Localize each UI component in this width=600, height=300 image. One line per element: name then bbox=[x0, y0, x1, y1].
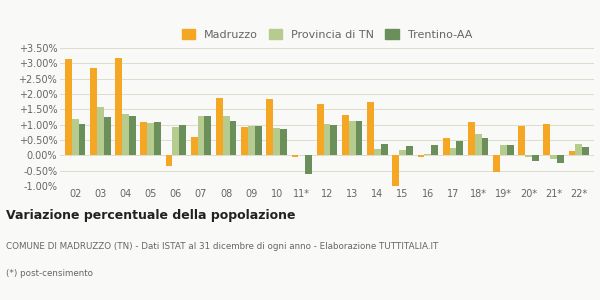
Bar bbox=[468, 122, 475, 155]
Bar bbox=[197, 116, 205, 155]
Bar bbox=[305, 155, 312, 174]
Text: Variazione percentuale della popolazione: Variazione percentuale della popolazione bbox=[6, 209, 296, 222]
Bar bbox=[65, 59, 72, 155]
Bar bbox=[273, 128, 280, 155]
Bar bbox=[216, 98, 223, 155]
Bar bbox=[457, 141, 463, 155]
Bar bbox=[172, 127, 179, 155]
Bar bbox=[443, 138, 449, 155]
Bar bbox=[97, 107, 104, 155]
Bar bbox=[406, 146, 413, 155]
Bar bbox=[241, 127, 248, 155]
Bar bbox=[166, 155, 172, 166]
Bar bbox=[115, 58, 122, 155]
Bar bbox=[122, 114, 129, 155]
Bar bbox=[331, 125, 337, 155]
Bar bbox=[129, 116, 136, 155]
Bar bbox=[147, 123, 154, 155]
Bar bbox=[79, 124, 85, 155]
Legend: Madruzzo, Provincia di TN, Trentino-AA: Madruzzo, Provincia di TN, Trentino-AA bbox=[179, 26, 475, 44]
Bar bbox=[431, 145, 438, 155]
Bar bbox=[280, 129, 287, 155]
Bar bbox=[140, 122, 147, 155]
Bar bbox=[223, 116, 230, 155]
Bar bbox=[323, 124, 331, 155]
Bar bbox=[381, 144, 388, 155]
Bar bbox=[104, 117, 110, 155]
Bar bbox=[493, 155, 500, 172]
Bar bbox=[266, 99, 273, 155]
Bar bbox=[292, 155, 298, 157]
Bar bbox=[154, 122, 161, 155]
Bar bbox=[575, 144, 582, 155]
Bar bbox=[342, 115, 349, 155]
Bar bbox=[356, 121, 362, 155]
Bar bbox=[179, 125, 186, 155]
Bar bbox=[518, 126, 525, 155]
Bar bbox=[349, 121, 356, 155]
Bar bbox=[475, 134, 482, 155]
Bar bbox=[550, 155, 557, 159]
Bar bbox=[424, 154, 431, 155]
Bar bbox=[392, 155, 399, 187]
Bar bbox=[248, 126, 255, 155]
Bar bbox=[399, 150, 406, 155]
Bar bbox=[532, 155, 539, 161]
Bar bbox=[507, 145, 514, 155]
Bar bbox=[482, 137, 488, 155]
Bar bbox=[72, 118, 79, 155]
Bar bbox=[582, 147, 589, 155]
Bar bbox=[449, 148, 457, 155]
Bar bbox=[525, 155, 532, 157]
Bar bbox=[230, 121, 236, 155]
Bar bbox=[367, 102, 374, 155]
Bar bbox=[557, 155, 564, 163]
Bar bbox=[418, 155, 424, 157]
Bar bbox=[90, 68, 97, 155]
Bar bbox=[255, 126, 262, 155]
Bar bbox=[500, 145, 507, 155]
Bar bbox=[569, 151, 575, 155]
Bar bbox=[191, 137, 197, 155]
Bar bbox=[317, 104, 323, 155]
Bar bbox=[374, 148, 381, 155]
Bar bbox=[544, 124, 550, 155]
Text: (*) post-censimento: (*) post-censimento bbox=[6, 269, 93, 278]
Text: COMUNE DI MADRUZZO (TN) - Dati ISTAT al 31 dicembre di ogni anno - Elaborazione : COMUNE DI MADRUZZO (TN) - Dati ISTAT al … bbox=[6, 242, 439, 251]
Bar bbox=[205, 116, 211, 155]
